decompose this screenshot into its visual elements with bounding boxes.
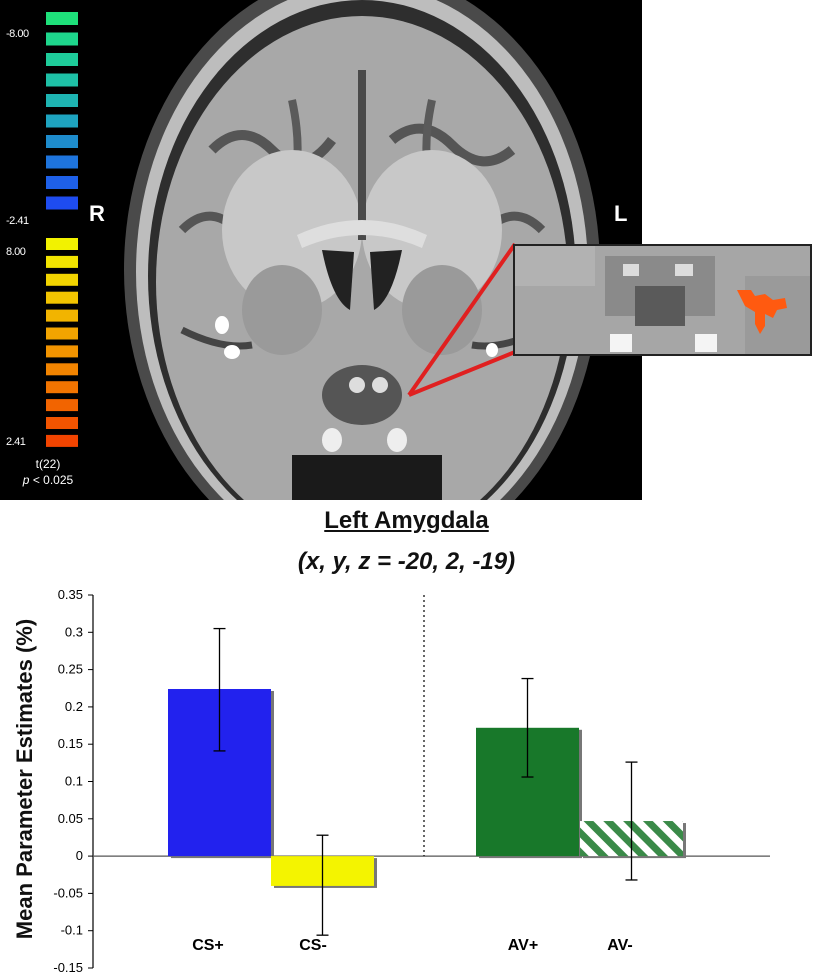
y-tick-label: 0.1: [65, 774, 83, 789]
y-tick-label: 0.3: [65, 624, 83, 639]
colorbar-swatch-negative: [46, 196, 78, 210]
colorbar-swatch-positive: [46, 363, 78, 376]
x-category-label: CS-: [299, 937, 327, 954]
colorbar-swatch-negative: [46, 73, 78, 87]
p-threshold-label: p < 0.025: [8, 472, 88, 488]
colorbar-swatch-positive: [46, 291, 78, 304]
x-category-label: AV+: [508, 937, 538, 954]
colorbar-swatch-positive: [46, 327, 78, 340]
colorbar-swatch-negative: [46, 176, 78, 189]
colorbar-swatch-positive: [46, 381, 78, 394]
colorbar-swatch-positive: [46, 255, 78, 268]
y-tick-label: 0.2: [65, 699, 83, 714]
chart-subtitle: (x, y, z = -20, 2, -19): [297, 548, 516, 575]
colorbar-swatch-negative: [46, 12, 78, 25]
y-tick-label: 0.35: [58, 587, 83, 602]
y-tick-label: -0.05: [53, 885, 83, 900]
y-tick-label: 0.25: [58, 662, 83, 677]
colorbar-pos-threshold-label: 2.41: [6, 436, 26, 448]
amygdala-activation: [737, 290, 787, 334]
x-category-label: CS+: [192, 937, 224, 954]
callout-lines: [407, 242, 517, 397]
right-hemisphere-label: R: [89, 201, 105, 226]
colorbar-swatch-negative: [46, 32, 78, 46]
colorbar-swatches: [46, 12, 78, 447]
chart-title: Left Amygdala: [324, 507, 489, 534]
callout-line-bottom: [408, 350, 516, 397]
colorbar-swatch-negative: [46, 155, 78, 169]
colorbar-swatch-positive: [46, 238, 78, 250]
colorbar-swatch-positive: [46, 345, 78, 358]
colorbar: -8.00 -2.41 8.00 2.41 t(22) p < 0.025: [0, 0, 92, 500]
colorbar-neg-threshold-label: -2.41: [6, 215, 29, 227]
callout-line-top: [407, 242, 517, 397]
colorbar-swatch-negative: [46, 135, 78, 148]
zoom-inset: [513, 244, 812, 356]
colorbar-swatch-negative: [46, 53, 78, 66]
y-tick-label: 0.15: [58, 736, 83, 751]
colorbar-neg-max-label: -8.00: [6, 28, 29, 40]
colorbar-swatch-positive: [46, 399, 78, 412]
y-tick-label: 0.05: [58, 811, 83, 826]
p-symbol: p: [22, 473, 30, 487]
p-value-text: < 0.025: [29, 473, 74, 487]
colorbar-swatch-positive: [46, 434, 78, 447]
mri-coronal-slice: [92, 0, 642, 500]
colorbar-swatch-positive: [46, 417, 78, 429]
y-axis: -0.15 -0.1 -0.05 0 0.05 0.1 0.15 0.2 0.25 0.3 0.35: [53, 587, 770, 975]
colorbar-pos-max-label: 8.00: [6, 246, 26, 258]
statistic-label: t(22) p < 0.025: [8, 456, 88, 488]
t-stat-label: t(22): [35, 457, 61, 471]
colorbar-swatch-positive: [46, 273, 78, 286]
brain-image-panel: -8.00 -2.41 8.00 2.41 t(22) p < 0.025: [0, 0, 642, 500]
colorbar-swatch-positive: [46, 309, 78, 322]
y-tick-label: -0.1: [61, 923, 83, 938]
y-tick-label: -0.15: [53, 960, 83, 975]
colorbar-swatch-negative: [46, 94, 78, 107]
colorbar-swatch-negative: [46, 114, 78, 128]
left-hemisphere-label: L: [614, 201, 628, 226]
y-tick-label: 0: [76, 848, 83, 863]
x-axis-labels: CS+ CS- AV+ AV-: [192, 937, 633, 954]
x-category-label: AV-: [607, 937, 632, 954]
zoom-inset-image: [515, 246, 810, 354]
bars: [168, 627, 686, 936]
